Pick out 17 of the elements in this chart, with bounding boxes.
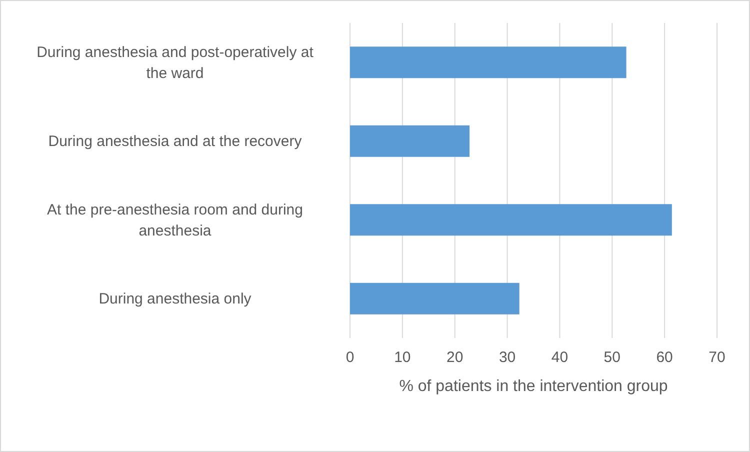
x-tick-label: 20 bbox=[446, 349, 464, 366]
bar bbox=[350, 282, 520, 314]
x-tick-label: 30 bbox=[498, 349, 516, 366]
x-tick-label: 10 bbox=[394, 349, 411, 366]
y-tick-label: During anesthesia and at the recovery bbox=[48, 133, 302, 150]
y-tick-label: At the pre-anesthesia room and during anesthesia bbox=[47, 201, 303, 240]
bar bbox=[350, 204, 672, 236]
bar bbox=[350, 46, 626, 78]
y-tick-label: During anesthesia and post-operatively at the ward bbox=[36, 44, 314, 82]
x-tick-label: 50 bbox=[604, 349, 620, 366]
x-tick-label: 0 bbox=[346, 349, 354, 366]
y-tick-label: During anesthesia only bbox=[98, 290, 252, 308]
x-tick-label: 70 bbox=[708, 349, 726, 366]
bar bbox=[350, 125, 470, 157]
x-tick-label: 60 bbox=[656, 349, 673, 366]
x-tick-label: 40 bbox=[551, 349, 568, 366]
x-axis-title: % of patients in the intervention group bbox=[399, 378, 668, 395]
